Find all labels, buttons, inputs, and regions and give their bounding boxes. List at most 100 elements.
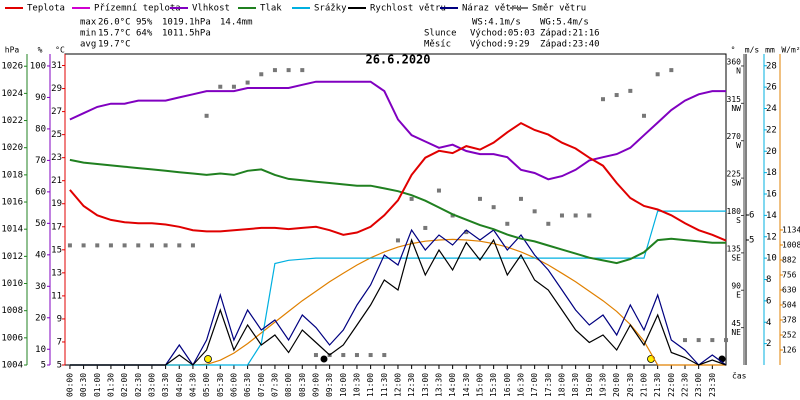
y-tick-label: 11 bbox=[51, 291, 62, 301]
x-tick-label: 04:00 bbox=[175, 373, 184, 397]
y-tick-label: SW bbox=[731, 179, 741, 188]
y-tick-label: 756 bbox=[782, 270, 797, 279]
info-text: WG:5.4m/s bbox=[540, 18, 589, 28]
y-tick-label: 630 bbox=[782, 285, 797, 294]
y-tick-label: 90 bbox=[35, 93, 46, 103]
info-text: Slunce bbox=[424, 29, 457, 39]
stat-value: 26.0°C bbox=[98, 18, 131, 28]
direction-point bbox=[491, 205, 496, 210]
y-tick-label: 18 bbox=[766, 168, 777, 178]
y-tick-label: 5 bbox=[749, 236, 754, 246]
direction-point bbox=[177, 243, 182, 248]
y-tick-label: 1006 bbox=[1, 333, 23, 343]
x-tick-label: 02:30 bbox=[134, 373, 143, 397]
y-tick-label: 22 bbox=[766, 125, 777, 135]
series-line bbox=[69, 238, 727, 366]
y-tick-label: 100 bbox=[30, 61, 46, 71]
x-tick-label: 07:00 bbox=[257, 373, 266, 397]
direction-point bbox=[573, 213, 578, 218]
x-tick-label: 13:30 bbox=[434, 373, 443, 397]
x-tick-label: 14:30 bbox=[462, 373, 471, 397]
direction-point bbox=[724, 338, 728, 343]
direction-point bbox=[409, 196, 414, 201]
y-tick-label: 1012 bbox=[1, 252, 23, 262]
x-tick-label: 22:30 bbox=[680, 373, 689, 397]
x-tick-label: 00:00 bbox=[65, 373, 74, 397]
x-tick-label: 20:30 bbox=[626, 373, 635, 397]
x-tick-label: 20:00 bbox=[612, 373, 621, 397]
y-tick-label: 19 bbox=[51, 199, 62, 209]
y-tick-label: 360 bbox=[727, 57, 742, 66]
y-tick-label: 28 bbox=[766, 61, 777, 71]
direction-point bbox=[532, 209, 537, 214]
direction-point bbox=[559, 213, 564, 218]
x-tick-label: 03:30 bbox=[161, 373, 170, 397]
info-text: Západ:23:40 bbox=[540, 40, 600, 50]
y-tick-label: 4 bbox=[766, 318, 771, 328]
x-tick-label: 16:00 bbox=[503, 373, 512, 397]
direction-point bbox=[600, 97, 605, 102]
direction-point bbox=[587, 213, 592, 218]
y-tick-label: 225 bbox=[727, 170, 742, 179]
x-tick-label: 19:30 bbox=[598, 373, 607, 397]
axis-title: hPa bbox=[5, 46, 20, 55]
y-tick-label: 126 bbox=[782, 345, 797, 354]
x-tick-label: 19:00 bbox=[585, 373, 594, 397]
direction-point bbox=[423, 225, 428, 230]
direction-point bbox=[696, 338, 701, 343]
legend-label: Srážky bbox=[314, 4, 347, 14]
stat-label: min bbox=[80, 29, 96, 39]
legend-label: Náraz větru bbox=[462, 4, 522, 14]
direction-point bbox=[710, 338, 715, 343]
y-tick-label: E bbox=[736, 291, 741, 300]
y-tick-label: 1022 bbox=[1, 116, 23, 126]
direction-point bbox=[218, 84, 223, 89]
y-tick-label: 70 bbox=[35, 156, 46, 166]
axis-title: ° bbox=[731, 46, 736, 55]
direction-point bbox=[614, 93, 619, 98]
direction-point bbox=[149, 243, 154, 248]
series-line bbox=[69, 158, 726, 265]
axis-title: % bbox=[38, 46, 43, 55]
y-tick-label: 1014 bbox=[1, 225, 23, 235]
x-tick-label: 06:00 bbox=[229, 373, 238, 397]
x-tick-label: 13:00 bbox=[421, 373, 430, 397]
y-tick-label: 9 bbox=[57, 314, 62, 324]
series-line bbox=[69, 210, 726, 366]
x-tick-label: 04:30 bbox=[188, 373, 197, 397]
y-tick-label: 15 bbox=[51, 245, 62, 255]
info-text: WS:4.1m/s bbox=[472, 18, 521, 28]
direction-point bbox=[313, 353, 318, 358]
y-tick-label: 17 bbox=[51, 222, 62, 232]
y-tick-label: 5 bbox=[57, 361, 62, 371]
y-tick-label: 90 bbox=[731, 282, 741, 291]
y-tick-label: 7 bbox=[57, 337, 62, 347]
y-tick-label: 1020 bbox=[1, 143, 23, 153]
x-tick-label: 12:30 bbox=[407, 373, 416, 397]
y-tick-label: 60 bbox=[35, 187, 46, 197]
direction-point bbox=[505, 221, 510, 226]
y-tick-label: 270 bbox=[727, 132, 742, 141]
chart-title: 26.6.2020 bbox=[365, 53, 430, 67]
y-tick-label: 30 bbox=[35, 282, 46, 292]
series-line bbox=[69, 228, 727, 367]
direction-point bbox=[368, 353, 373, 358]
x-tick-label: 10:30 bbox=[352, 373, 361, 397]
axis-title: m/s bbox=[745, 46, 760, 55]
direction-point bbox=[95, 243, 100, 248]
direction-point bbox=[136, 243, 141, 248]
x-tick-label: 10:00 bbox=[339, 373, 348, 397]
x-tick-label: 21:00 bbox=[639, 373, 648, 397]
y-tick-label: 1024 bbox=[1, 89, 23, 99]
y-tick-label: NW bbox=[731, 104, 741, 113]
y-tick-label: 315 bbox=[727, 95, 742, 104]
legend-label: Směr větru bbox=[532, 4, 586, 14]
x-tick-label: 16:30 bbox=[516, 373, 525, 397]
x-tick-label: 18:00 bbox=[557, 373, 566, 397]
y-tick-label: 10 bbox=[35, 345, 46, 355]
direction-point bbox=[245, 80, 250, 85]
direction-point bbox=[108, 243, 113, 248]
direction-point bbox=[286, 68, 291, 73]
x-tick-label: 23:30 bbox=[708, 373, 717, 397]
x-tick-label: 09:00 bbox=[311, 373, 320, 397]
